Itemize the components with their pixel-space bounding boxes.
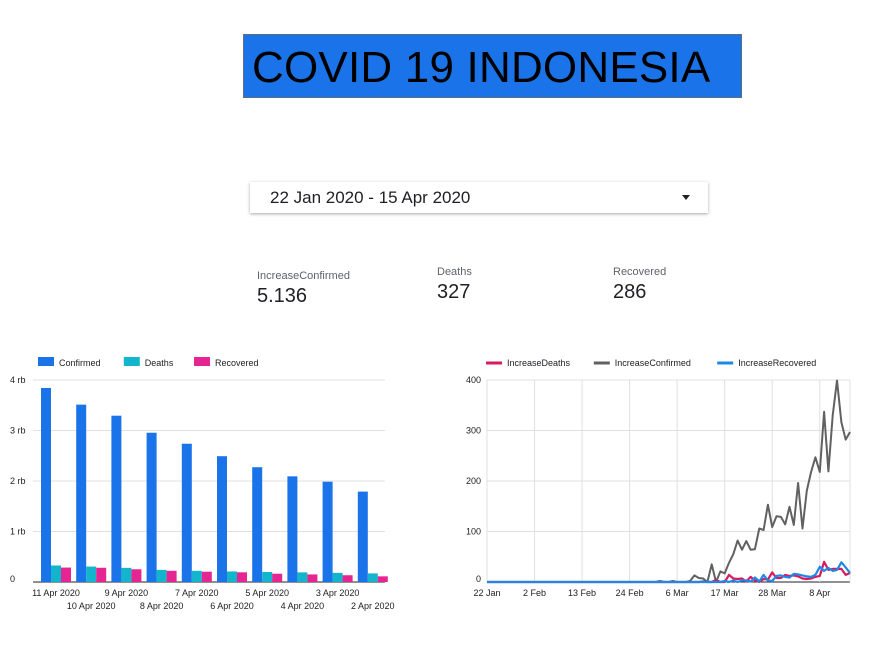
y-tick-label: 400 [466, 375, 481, 385]
page-title: COVID 19 INDONESIA [252, 43, 711, 92]
bar-recovered [272, 573, 283, 582]
legend-label: Recovered [215, 358, 259, 368]
bar-confirmed [76, 404, 87, 582]
legend-swatch [38, 357, 54, 366]
legend-label: IncreaseRecovered [738, 358, 816, 368]
y-tick-label: 3 rb [10, 426, 26, 436]
x-tick-label: 11 Apr 2020 [32, 588, 80, 598]
x-tick-label: 17 Mar [711, 588, 739, 598]
bar-confirmed [357, 491, 368, 582]
bar-chart: Confirmed Deaths Recovered 0 1 rb 2 rb 3 rb 4 r… [10, 357, 395, 611]
bar-recovered [166, 570, 177, 582]
bar-confirmed [181, 443, 192, 582]
y-tick-label: 100 [466, 527, 481, 537]
date-range-value: 22 Jan 2020 - 15 Apr 2020 [270, 188, 471, 207]
x-tick-label: 3 Apr 2020 [316, 588, 360, 598]
bar-recovered [307, 574, 318, 582]
series-line-increasedeaths [487, 560, 851, 584]
scorecard-value: 5.136 [257, 285, 308, 307]
bar-confirmed [146, 432, 157, 582]
scorecard-label: Recovered [613, 266, 667, 278]
y-tick-label: 0 [476, 574, 481, 584]
bar-deaths [332, 572, 343, 582]
bar-recovered [342, 575, 353, 582]
x-tick-label: 10 Apr 2020 [67, 601, 116, 611]
bar-deaths [227, 571, 237, 582]
x-tick-label: 22 Jan [473, 588, 500, 598]
bar-deaths [156, 569, 167, 582]
x-tick-label: 24 Feb [616, 588, 644, 598]
title-banner: COVID 19 INDONESIA [243, 34, 742, 98]
legend-label: IncreaseDeaths [507, 358, 571, 368]
y-tick-label: 300 [466, 426, 481, 436]
x-tick-label: 28 Mar [758, 588, 786, 598]
x-tick-label: 4 Apr 2020 [281, 601, 325, 611]
scorecard-value: 286 [613, 281, 647, 303]
x-tick-label: 2 Feb [523, 588, 546, 598]
bar-deaths [86, 566, 97, 582]
bar-deaths [51, 565, 61, 582]
scorecard-label: IncreaseConfirmed [257, 270, 350, 282]
scorecard-label: Deaths [437, 266, 472, 278]
bar-recovered [201, 571, 212, 582]
x-tick-label: 2 Apr 2020 [351, 601, 395, 611]
scorecard-value: 327 [437, 281, 471, 303]
bar-confirmed [111, 415, 122, 582]
x-tick-label: 8 Apr 2020 [140, 601, 184, 611]
bar-confirmed [41, 387, 51, 582]
bar-recovered [131, 569, 142, 582]
bar-recovered [237, 572, 247, 582]
bar-recovered [377, 576, 388, 582]
y-tick-label: 1 rb [10, 527, 26, 537]
x-tick-label: 13 Feb [568, 588, 596, 598]
bar-recovered [61, 567, 71, 582]
y-tick-label: 0 [10, 574, 15, 584]
x-tick-label: 8 Apr [809, 588, 830, 598]
scorecard-recovered: Recovered 286 [613, 266, 666, 305]
scorecard-increase-confirmed: IncreaseConfirmed 5.136 [257, 270, 350, 309]
x-tick-label: 5 Apr 2020 [245, 588, 289, 598]
bar-confirmed [217, 456, 227, 582]
legend-label: IncreaseConfirmed [615, 358, 691, 368]
bar-deaths [121, 567, 132, 582]
date-range-picker[interactable]: 22 Jan 2020 - 15 Apr 2020 [250, 182, 708, 213]
y-tick-label: 200 [466, 476, 481, 486]
scorecard-deaths: Deaths 327 [437, 266, 472, 305]
bar-confirmed [322, 481, 333, 582]
bar-recovered [96, 567, 107, 582]
y-tick-label: 2 rb [10, 476, 26, 486]
legend-label: Confirmed [59, 358, 101, 368]
line-chart: IncreaseDeaths IncreaseConfirmed IncreaseR… [466, 358, 851, 598]
dropdown-arrow-icon[interactable] [682, 195, 690, 200]
x-tick-label: 7 Apr 2020 [175, 588, 219, 598]
legend-label: Deaths [145, 358, 174, 368]
bar-deaths [191, 570, 202, 582]
x-tick-label: 6 Apr 2020 [210, 601, 254, 611]
legend-swatch [194, 357, 210, 366]
series-line-increaserecovered [487, 561, 851, 584]
legend-swatch [123, 357, 140, 366]
y-tick-label: 4 rb [10, 375, 26, 385]
bar-deaths [367, 573, 378, 582]
x-tick-label: 9 Apr 2020 [105, 588, 149, 598]
bar-deaths [297, 572, 308, 582]
x-tick-label: 6 Mar [666, 588, 689, 598]
bar-confirmed [252, 467, 263, 582]
bar-deaths [262, 572, 273, 582]
bar-confirmed [287, 476, 298, 582]
